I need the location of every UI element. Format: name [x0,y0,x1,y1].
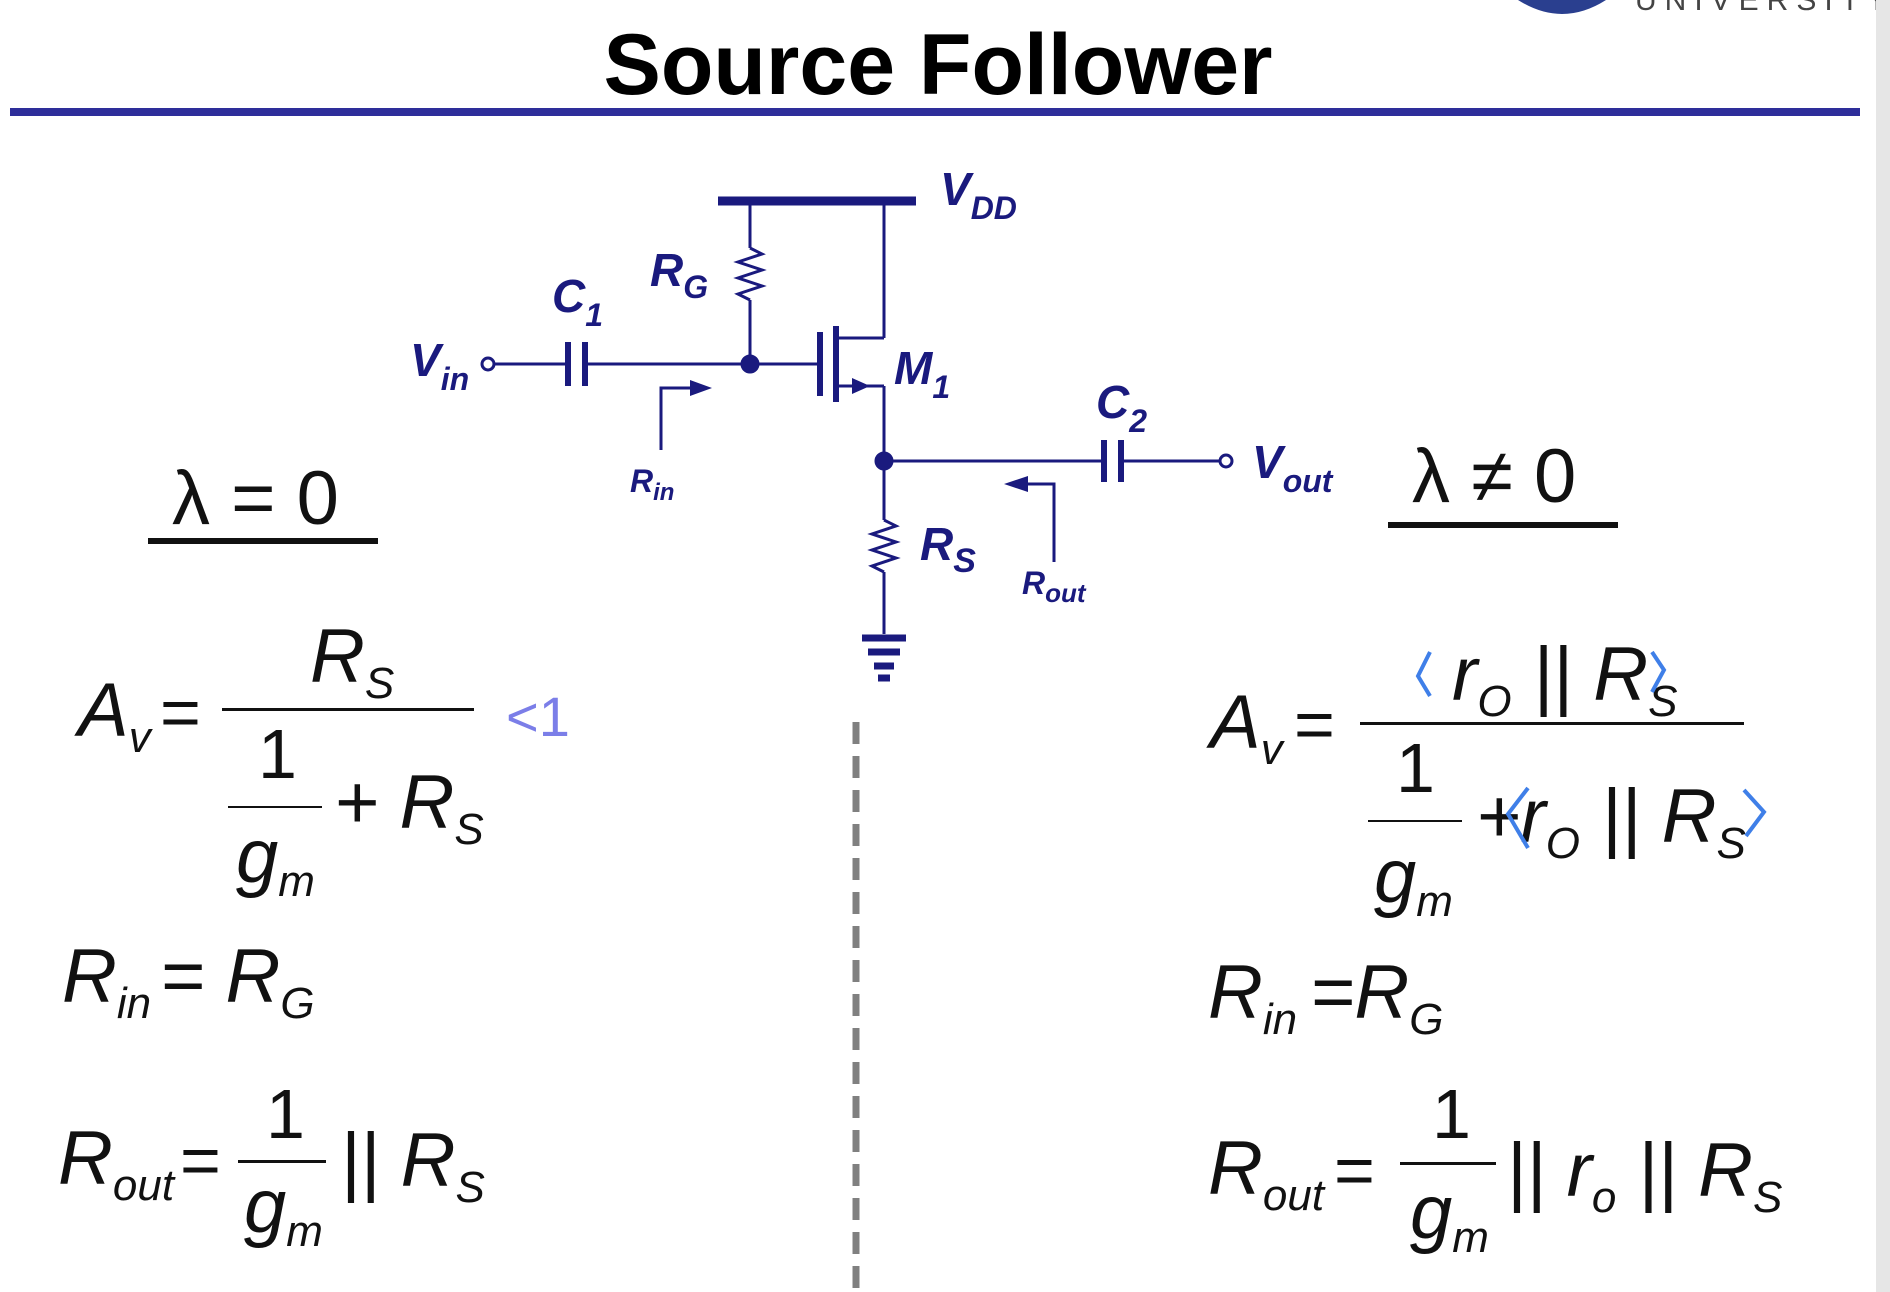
left-gain-equation: Av = RS 1 gm + RS [74,614,484,906]
rin-arrow [659,386,690,450]
right-den-open-bracket [1505,786,1530,850]
left-condition-underline [148,538,378,544]
svg-text:1: 1 [258,715,297,793]
university-logo: UNIVERSITY [1518,0,1890,17]
right-condition: λ ≠ 0 [1412,434,1576,519]
svg-text:=: = [160,673,201,751]
circuit-labels: VDD RG C1 Vin M1 C2 Vout Rin RS Rout [410,163,1334,608]
svg-text:Rout: Rout [58,1116,176,1210]
left-rin-equation: Rin = RG [62,934,315,1028]
svg-text:|| ro || RS: || ro || RS [1506,1128,1782,1222]
right-gain-fraction-bar [1360,722,1744,725]
right-column: λ ≠ 0 Av = rO || RS 1 gm +rO || RS Rin =… [1206,434,1782,1262]
svg-text:RS: RS [310,614,394,708]
svg-text:+rO || RS: +rO || RS [1476,774,1746,868]
rg-label: RG [650,244,708,305]
vdd-label: VDD [940,163,1017,226]
rs-label: RS [920,518,976,580]
left-gain-inner-bar [228,806,322,808]
rin-label: Rin [630,463,674,506]
c1-label: C1 [552,270,603,333]
svg-text:+ RS: + RS [334,760,484,854]
svg-text:1: 1 [266,1075,305,1153]
rs-resistor [867,518,901,574]
right-rout-fraction-bar [1400,1162,1496,1165]
svg-text:=: = [1294,685,1335,763]
right-num-close-bracket [1650,650,1667,693]
vin-terminal [480,356,496,372]
right-condition-underline [1388,522,1618,528]
vin-label: Vin [410,334,469,397]
svg-text:=: = [1334,1131,1375,1209]
svg-text:= RG: = RG [160,934,315,1028]
right-gain-equation: Av = rO || RS 1 gm +rO || RS [1206,632,1767,926]
left-column: λ = 0 Av = RS 1 gm + RS <1 Rin = RG Rout… [58,456,570,1256]
c2-label: C2 [1096,376,1147,439]
logo-emblem-icon [1518,0,1606,14]
rout-label: Rout [1022,565,1087,608]
left-rout-equation: Rout = 1 gm || RS [58,1075,485,1256]
svg-text:1: 1 [1432,1075,1471,1153]
right-gain-inner-bar [1368,820,1462,822]
vout-terminal [1218,453,1234,469]
left-gain-fraction-bar [222,708,474,711]
svg-text:Av: Av [74,668,154,762]
svg-text:rO || RS: rO || RS [1452,632,1678,726]
svg-text:Rout: Rout [1208,1126,1326,1220]
right-den-close-bracket [1742,788,1767,838]
svg-text:|| RS: || RS [340,1118,485,1212]
right-edge-shadow [1876,0,1890,1292]
title-rule [10,108,1860,116]
left-rout-fraction-bar [238,1160,326,1163]
right-rout-equation: Rout = 1 gm || ro || RS [1208,1075,1782,1262]
svg-text:1: 1 [1396,729,1435,807]
svg-text:gm: gm [244,1164,323,1256]
gate-node [740,354,760,374]
m1-label: M1 [894,342,950,405]
rg-resistor [733,246,767,302]
svg-text:=RG: =RG [1310,950,1444,1044]
page-title: Source Follower [603,17,1272,113]
svg-text:Av: Av [1206,680,1286,774]
ground-icon [862,634,906,682]
rout-arrow [1028,482,1056,562]
svg-text:Rin: Rin [1208,950,1297,1044]
left-condition: λ = 0 [172,456,339,541]
circuit-diagram [480,196,1234,682]
svg-text:Rin: Rin [62,934,151,1028]
svg-text:gm: gm [1374,834,1453,926]
logo-text: UNIVERSITY [1635,0,1890,17]
left-gain-note: <1 [506,685,570,748]
vout-label: Vout [1252,436,1334,499]
m1-source-arrow [852,378,870,394]
right-rin-equation: Rin =RG [1208,950,1444,1044]
svg-text:=: = [180,1121,221,1199]
svg-text:gm: gm [236,814,315,906]
svg-text:gm: gm [1410,1170,1489,1262]
right-num-open-bracket [1415,651,1432,698]
